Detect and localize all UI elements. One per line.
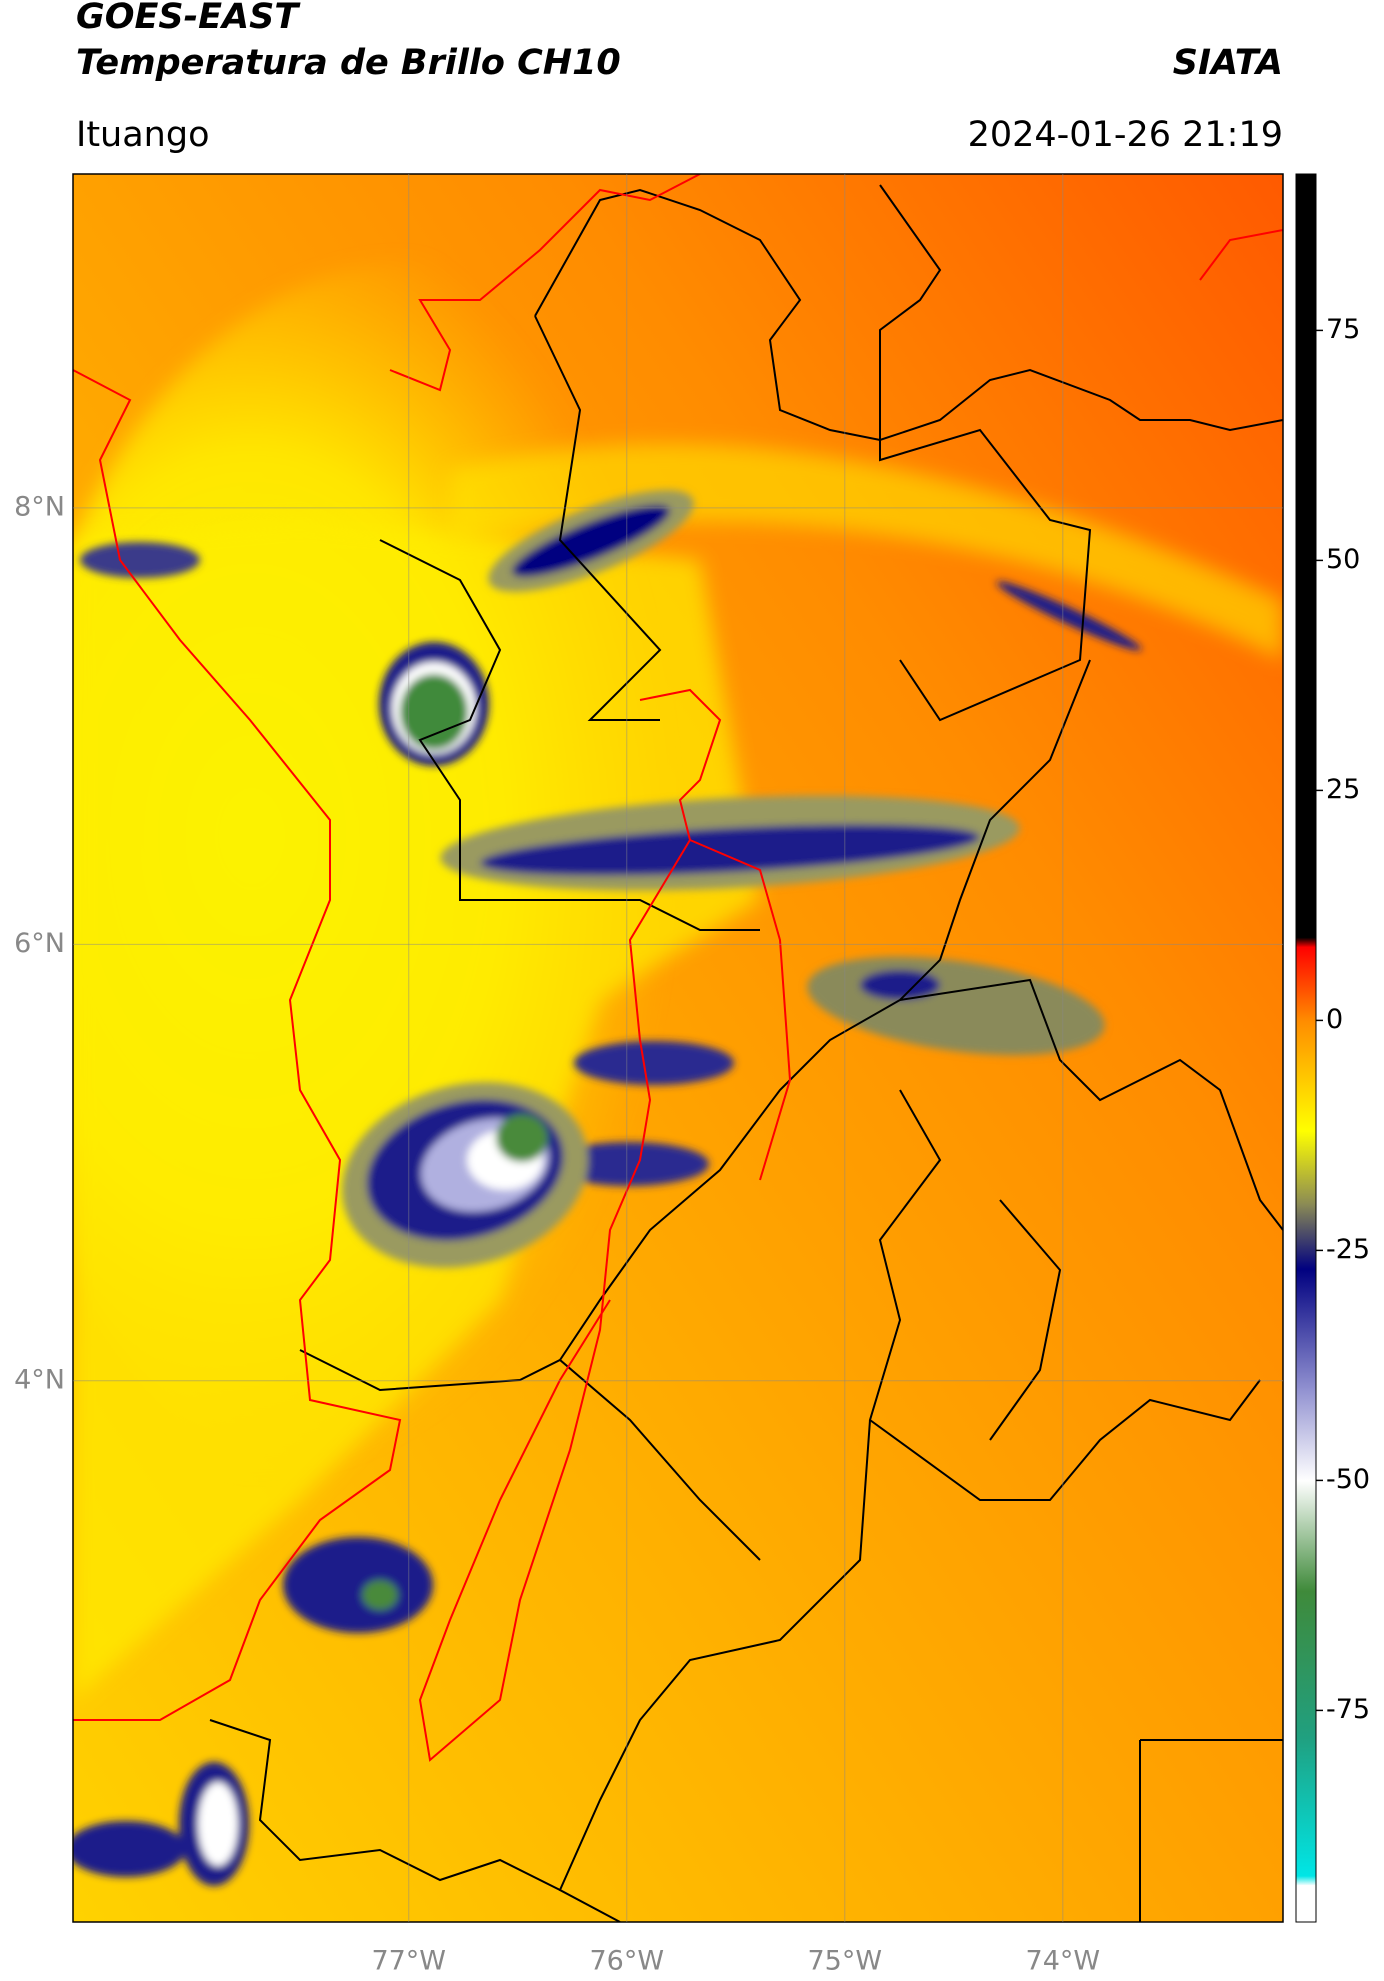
colorbar-segment	[1296, 1204, 1316, 1270]
colorbar-tick-label: 75	[1326, 314, 1360, 345]
source: SIATA	[1173, 43, 1283, 83]
colorbar-tick-label: 0	[1326, 1004, 1343, 1035]
colorbar-segment	[1296, 1020, 1316, 1132]
colorbar-tick-label: -50	[1326, 1464, 1370, 1495]
map-frame	[72, 173, 1284, 1923]
colorbar-segment	[1296, 1268, 1316, 1389]
colorbar-segment	[1296, 1738, 1316, 1877]
colorbar-tick-label: -25	[1326, 1234, 1370, 1265]
x-tick-label: 77°W	[371, 1946, 446, 1977]
colorbar-tick-label: 25	[1326, 774, 1360, 805]
colorbar-tick-label: -75	[1326, 1694, 1370, 1725]
colorbar-segment	[1296, 1885, 1316, 1923]
colorbar-segment	[1296, 1130, 1316, 1205]
x-tick-label: 76°W	[589, 1946, 664, 1977]
x-tick-label: 75°W	[808, 1946, 883, 1977]
colorbar-segment	[1296, 937, 1316, 948]
colorbar-frame	[1295, 173, 1317, 1923]
y-tick-label: 8°N	[14, 491, 65, 522]
colorbar-segment	[1296, 1876, 1316, 1886]
title: GOES-EAST	[76, 0, 301, 37]
colorbar-segment	[1296, 1388, 1316, 1481]
colorbar-tick-label: 50	[1326, 544, 1360, 575]
subtitle: Temperatura de Brillo CH10	[76, 43, 621, 83]
colorbar-segment	[1296, 1480, 1316, 1592]
colorbar-segment	[1296, 946, 1316, 1021]
y-tick-label: 6°N	[14, 928, 65, 959]
x-tick-label: 74°W	[1026, 1946, 1101, 1977]
map-image	[73, 174, 1283, 1922]
colorbar-segment	[1296, 1590, 1316, 1739]
colorbar-segment	[1296, 174, 1316, 939]
datetime: 2024-01-26 21:19	[968, 115, 1283, 155]
y-tick-label: 4°N	[14, 1364, 65, 1395]
location: Ituango	[76, 115, 210, 155]
